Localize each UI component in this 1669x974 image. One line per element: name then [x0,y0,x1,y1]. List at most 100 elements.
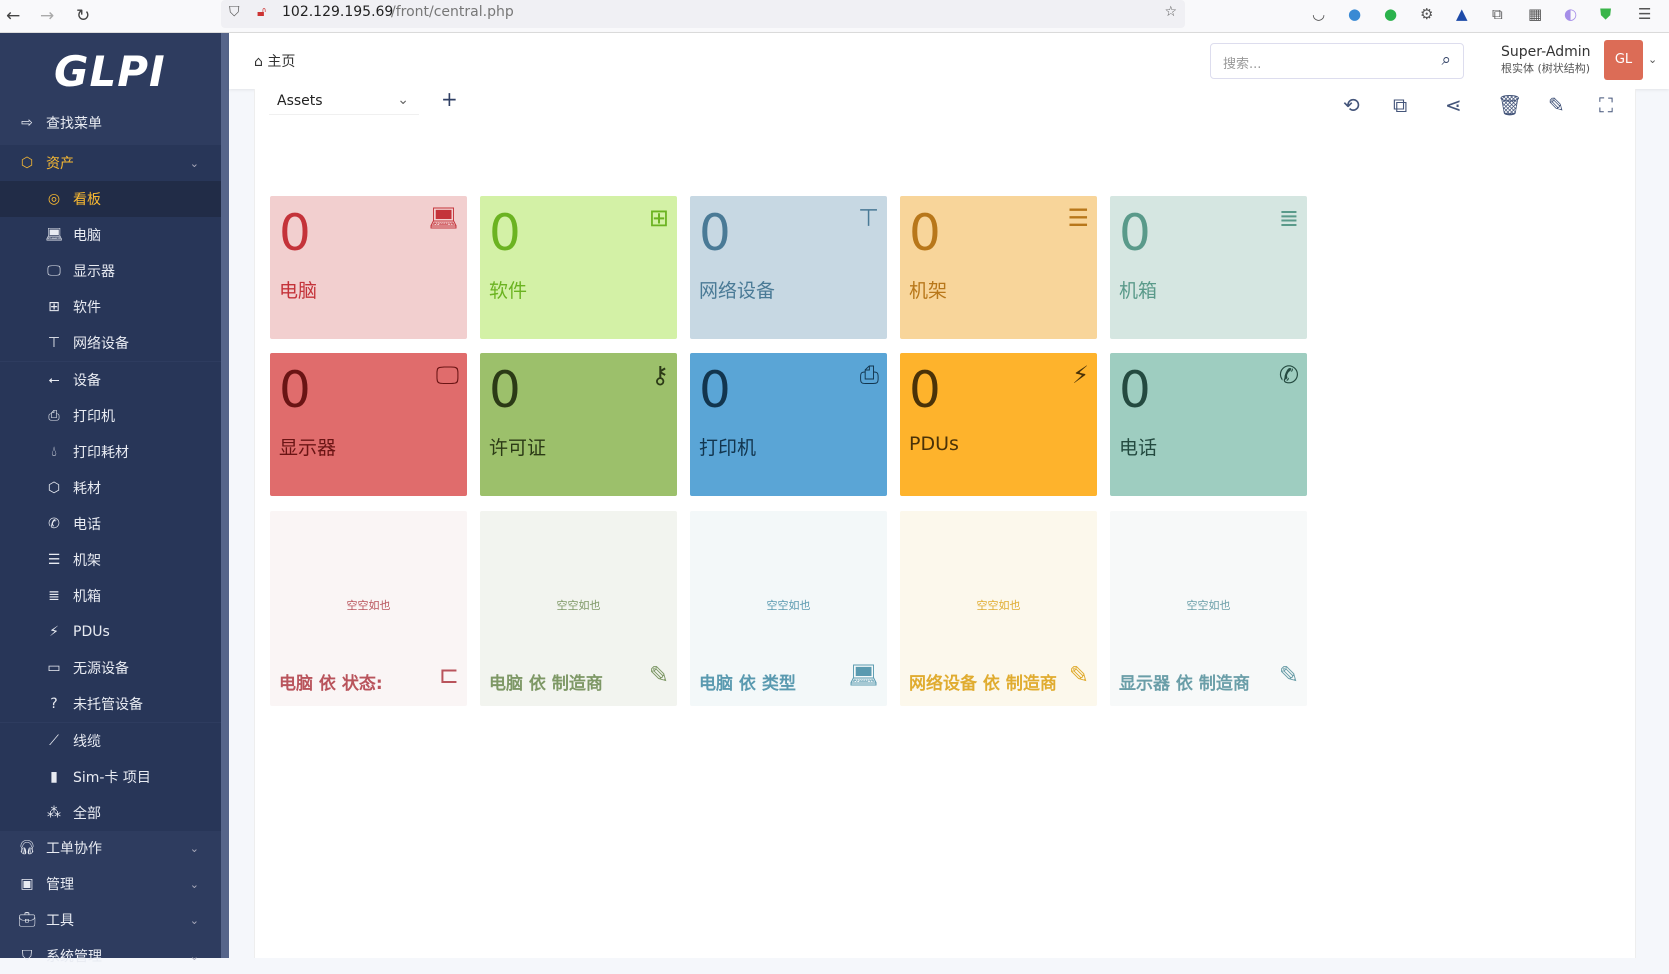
back-icon[interactable]: ← [6,6,21,26]
sidebar-item-asset[interactable]: ? 未托管设备 [0,686,221,723]
wallet-icon: ▣ [20,876,34,892]
sidebar-item-asset[interactable]: 💻︎ 电脑 [0,217,221,254]
sidebar-section[interactable]: 🎧︎ 工单协作 ⌄ [0,830,221,866]
extension-icon[interactable]: ▲ [1456,5,1468,23]
sidebar-item-assets[interactable]: ⬡ 资产 ⌄ [0,145,221,181]
key-icon: ⚷ [651,361,669,389]
sidebar-item-asset[interactable]: ⎙ 打印机 [0,397,221,434]
qr-icon[interactable]: ▦ [1528,5,1543,23]
chevron-down-icon[interactable]: ⌄ [1648,53,1658,66]
plug-icon: ⚡︎ [49,624,59,641]
address-bar[interactable]: ⛉ 🔓︎ 102.129.195.69 /front/central.php ☆ [221,0,1185,28]
printer-icon: ⎙ [859,361,879,389]
find-menu[interactable]: ⇨ 查找菜单 [0,105,221,141]
counter-card[interactable]: 0 打印机 ⎙ [690,353,887,496]
add-dashboard-button[interactable]: + [441,87,458,111]
counter-card[interactable]: 0 机架 ☰ [900,196,1097,339]
trash-icon[interactable]: 🗑︎ [1497,93,1523,117]
sidebar-item-asset[interactable]: ⬡ 耗材 [0,469,221,506]
shield-check-icon[interactable]: ⛊ [1600,5,1612,23]
share-icon[interactable]: ⋖ [1445,93,1462,117]
counter-card[interactable]: 0 电脑 💻︎ [270,196,467,339]
sidebar-item-asset[interactable]: ⊤ 网络设备 [0,325,221,362]
sidebar-item-label: 显示器 [73,264,115,281]
question-icon: ? [50,696,58,713]
sidebar-item-asset[interactable]: ⊞ 软件 [0,289,221,326]
graph-card[interactable]: 空空如也 电脑 依 制造商 ✎ [480,511,677,706]
edit-icon: ✎ [648,661,669,689]
counter-label: PDUs [909,433,959,455]
browser-toolbar: ← → ↻ ⛉ 🔓︎ 102.129.195.69 /front/central… [0,0,1669,33]
forward-icon[interactable]: → [40,6,55,26]
sidebar-item-asset[interactable]: 💧︎ 打印耗材 [0,433,221,470]
sidebar-section[interactable]: ▣ 管理 ⌄ [0,866,221,902]
sidebar-item-asset[interactable]: ☰ 机架 [0,542,221,578]
counter-card[interactable]: 0 机箱 ≣ [1110,196,1307,339]
sidebar-section[interactable]: ⛉ 系统管理 ⌄ [0,938,221,974]
sidebar-section[interactable]: 💼︎ 工具 ⌄ [0,902,221,938]
glpi-logo[interactable]: GLPI [54,47,166,96]
chevron-down-icon: ⌄ [397,92,409,108]
counter-card[interactable]: 0 显示器 🖵 [270,353,467,496]
counter-label: 电话 [1119,437,1158,459]
sidebar-item-label: 机架 [73,553,101,569]
counter-value: 0 [489,361,521,419]
sidebar-item-label: 资产 [46,156,74,172]
sidebar-item-asset[interactable]: ▭ 无源设备 [0,650,221,687]
sidebar-item-asset[interactable]: ⁂ 全部 [0,794,221,831]
extensions-icon[interactable]: ⧉ [1492,5,1503,23]
counter-label: 打印机 [699,437,757,459]
bookmark-star-icon[interactable]: ☆ [1164,4,1177,20]
counter-card[interactable]: 0 PDUs ⚡︎ [900,353,1097,496]
graph-card[interactable]: 空空如也 显示器 依 制造商 ✎ [1110,511,1307,706]
pocket-icon[interactable]: ◡ [1312,5,1326,23]
search-input[interactable]: 搜索... ⌕ [1210,43,1464,79]
counter-label: 软件 [489,280,528,302]
sidebar-item-asset[interactable]: ⟋ 线缆 [0,722,221,759]
clone-icon[interactable]: ⧉ [1393,93,1408,117]
counter-value: 0 [1119,361,1151,419]
reload-icon[interactable]: ↻ [76,6,91,26]
graph-card[interactable]: 空空如也 电脑 依 状态: ⊏ [270,511,467,706]
extension-icon[interactable]: ● [1384,5,1398,23]
extension-icon[interactable]: ⚙ [1420,5,1434,23]
headset-icon: 🎧︎ [18,840,36,856]
sidebar-item-label: 管理 [46,877,74,893]
sidebar-item-asset[interactable]: ✆ 电话 [0,505,221,542]
extension-icon[interactable]: ● [1348,5,1362,23]
extension-icon[interactable]: ◐ [1564,5,1578,23]
sidebar-item-asset[interactable]: ⭠ 设备 [0,361,221,398]
empty-message: 空空如也 [976,599,1021,612]
graph-card[interactable]: 空空如也 电脑 依 类型 💻︎ [690,511,887,706]
counter-card[interactable]: 0 软件 ⊞ [480,196,677,339]
edit-icon[interactable]: ✎ [1548,93,1565,117]
avatar[interactable]: GL [1604,40,1643,80]
url-host: 102.129.195.69 [282,4,394,20]
history-icon[interactable]: ⟲ [1343,93,1360,117]
sidebar-item-asset[interactable]: ▮ Sim-卡 项目 [0,758,221,795]
counter-card[interactable]: 0 电话 ✆ [1110,353,1307,496]
fullscreen-icon[interactable]: ⛶ [1599,93,1613,117]
graph-label: 电脑 依 制造商 [489,674,603,694]
box-icon: ▭ [47,660,61,677]
sidebar-item-asset[interactable]: ≣ 机箱 [0,578,221,615]
sidebar-item-label: 机箱 [73,589,101,606]
sidebar-item-label: 设备 [73,372,101,389]
sidebar-item-asset[interactable]: ◎ 看板 [0,181,221,217]
sidebar-item-asset[interactable]: 🖵 显示器 [0,253,221,290]
insecure-lock-icon: 🔓︎ [257,4,267,20]
search-icon[interactable]: ⌕ [1441,50,1451,70]
sidebar-scrollbar[interactable] [221,33,229,958]
counter-value: 0 [1119,204,1151,262]
briefcase-icon: 💼︎ [18,912,36,928]
counter-card[interactable]: 0 许可证 ⚷ [480,353,677,496]
breadcrumb[interactable]: ⌂ 主页 [254,51,295,71]
sidebar-item-asset[interactable]: ⚡︎ PDUs [0,614,221,651]
hierarchy-icon: ⊏ [438,661,459,689]
graph-card[interactable]: 空空如也 网络设备 依 制造商 ✎ [900,511,1097,706]
user-menu[interactable]: Super-Admin 根实体 (树状结构) [1501,44,1590,76]
shield-icon: ⛉ [21,948,33,964]
dashboard-select[interactable]: Assets ⌄ [269,89,419,115]
counter-card[interactable]: 0 网络设备 ⊤ [690,196,887,339]
menu-icon[interactable]: ☰ [1638,5,1652,23]
